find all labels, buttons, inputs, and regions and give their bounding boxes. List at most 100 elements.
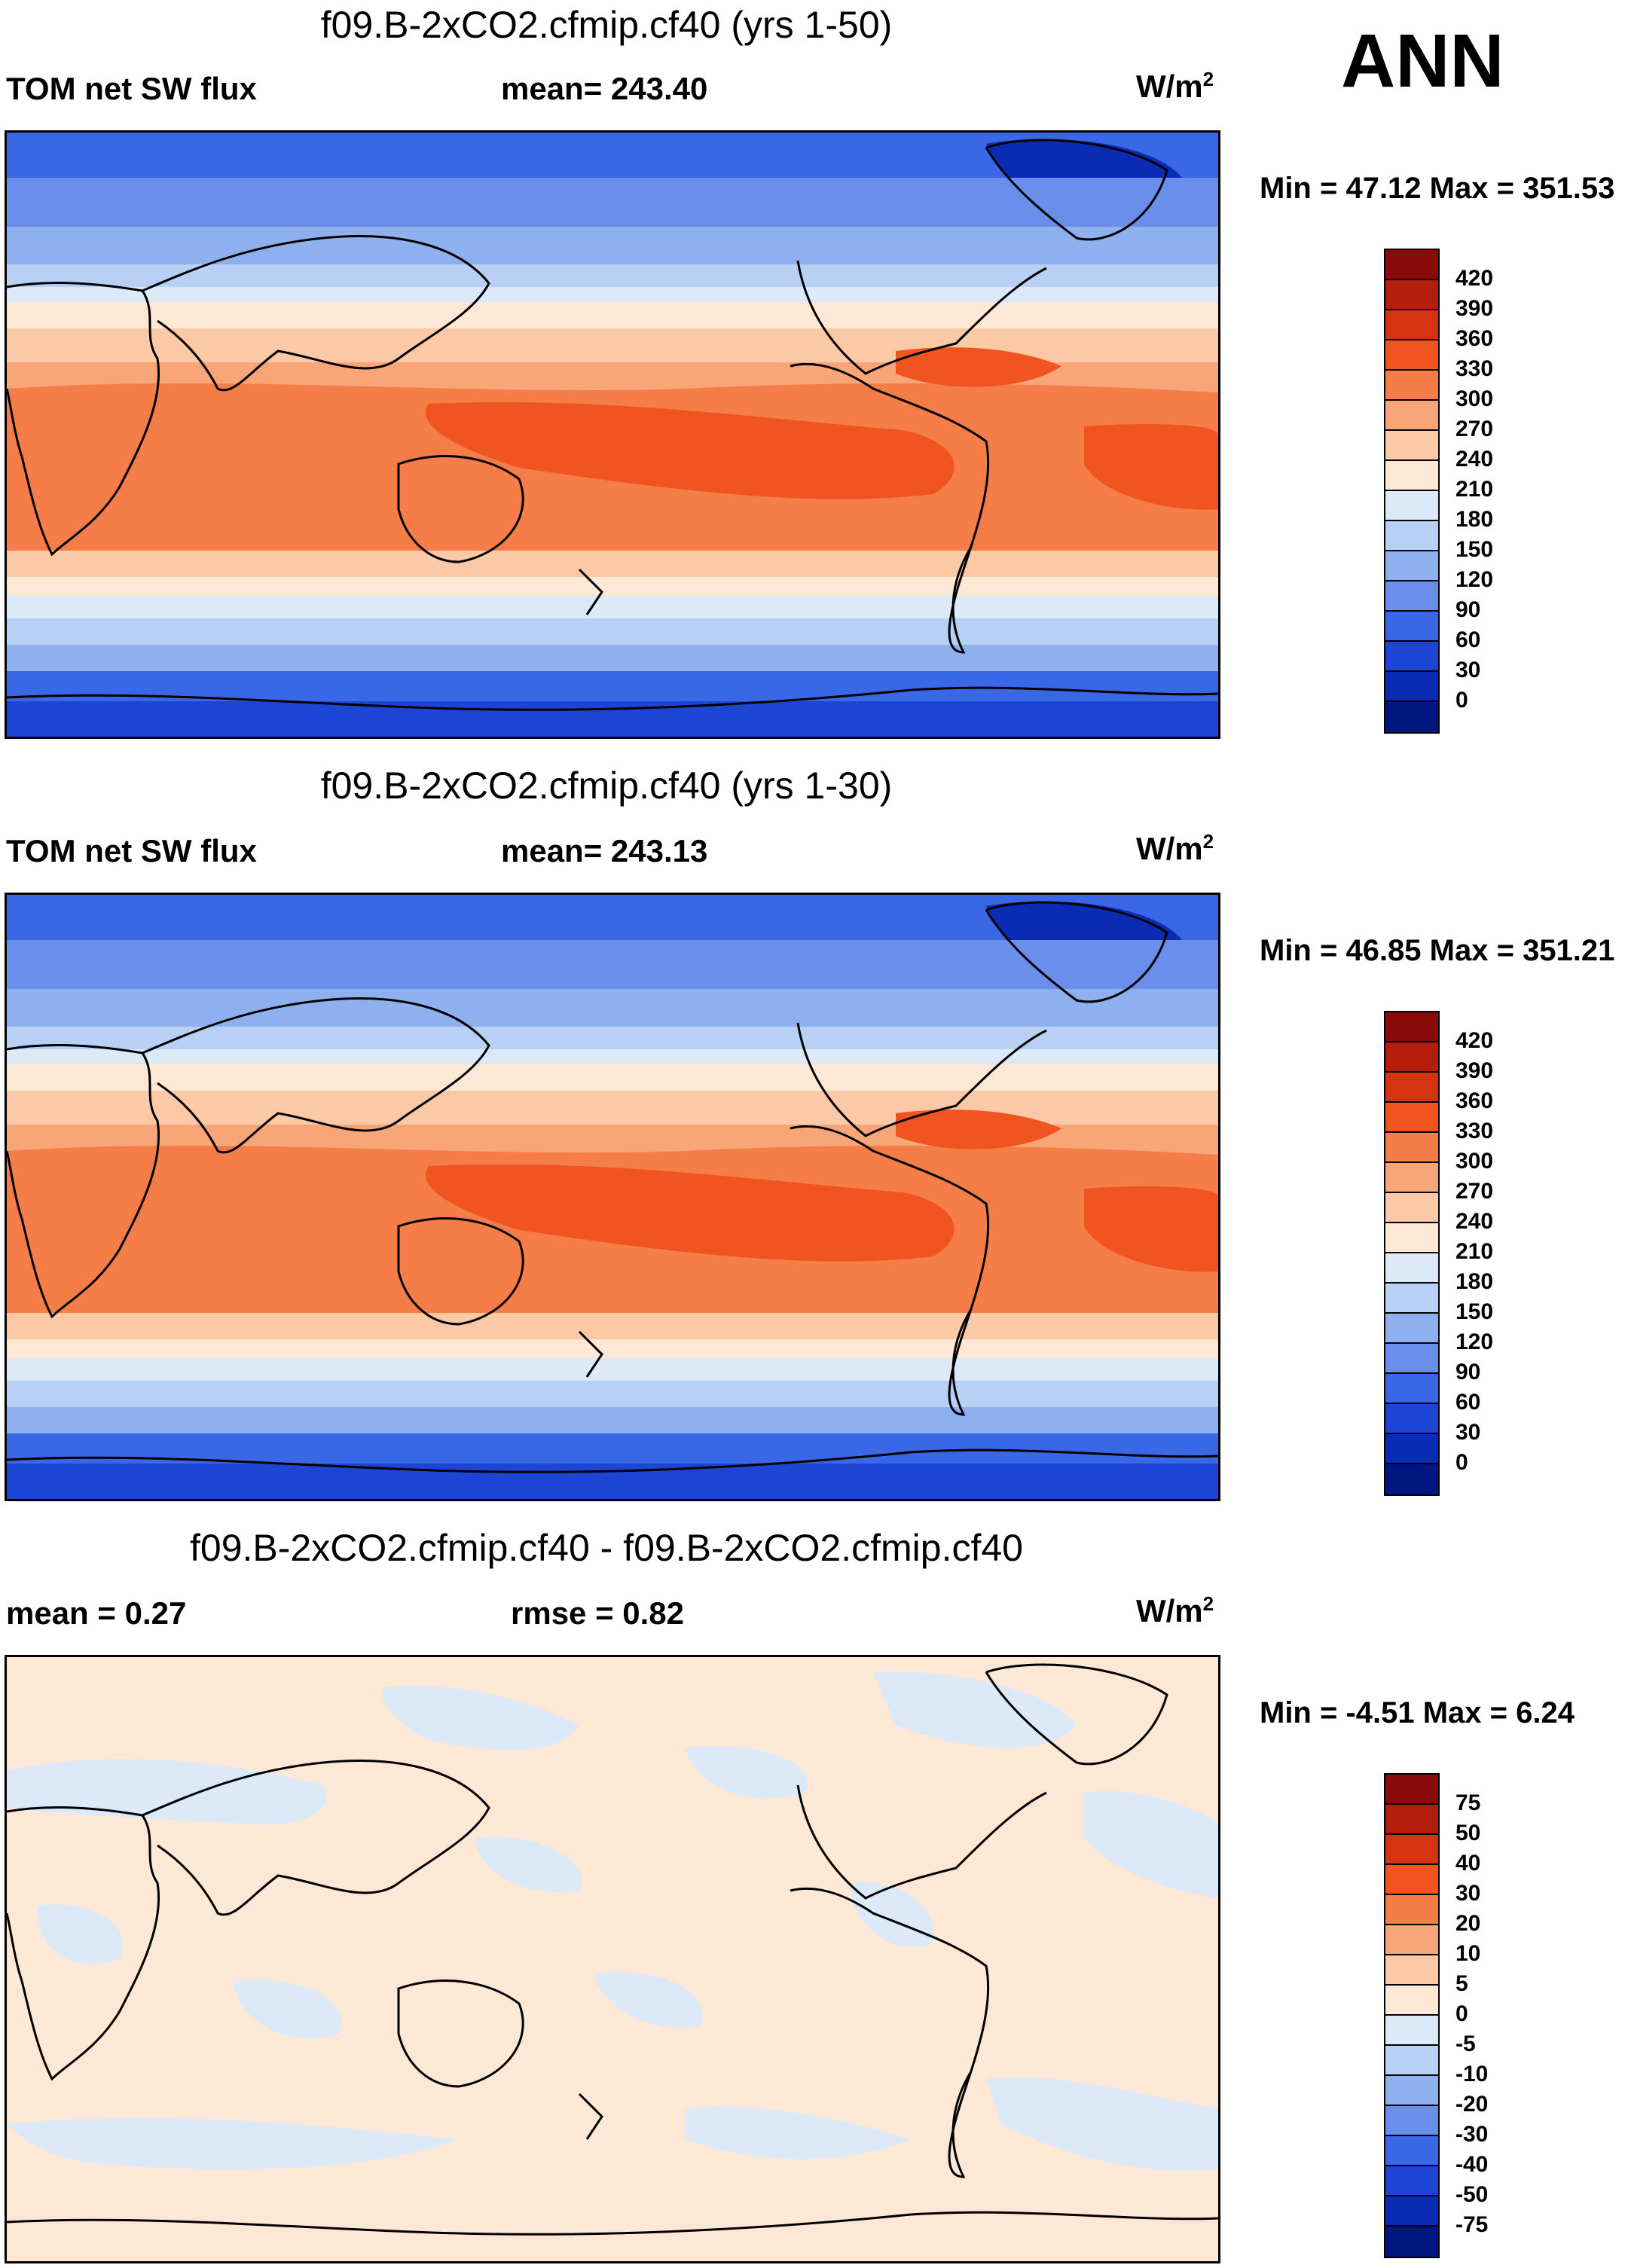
- colorbar-tick-label: 75: [1455, 1790, 1481, 1815]
- colorbar-segment: [1385, 1775, 1438, 1805]
- colorbar-tick-label: 420: [1455, 1028, 1494, 1053]
- panel3-title: f09.B-2xCO2.cfmip.cf40 - f09.B-2xCO2.cfm…: [190, 1527, 1023, 1569]
- colorbar-segment: [1385, 1133, 1438, 1163]
- colorbar-tick-label: 300: [1455, 1149, 1494, 1174]
- panel2-units: W/m2: [1136, 830, 1214, 866]
- colorbar-tick-label: 210: [1455, 1239, 1494, 1264]
- colorbar-segment: [1385, 1042, 1438, 1073]
- panel3-units: W/m2: [1136, 1592, 1214, 1629]
- colorbar-tick-label: -20: [1455, 2092, 1489, 2117]
- colorbar-segment: [1385, 1895, 1438, 1925]
- colorbar-segment: [1385, 521, 1438, 551]
- colorbar-segment: [1385, 2196, 1438, 2227]
- colorbar-tick-label: 180: [1455, 1269, 1494, 1294]
- colorbar-segment: [1385, 461, 1438, 491]
- colorbar-tick-label: 0: [1455, 688, 1468, 713]
- colorbar-segment: [1385, 1284, 1438, 1314]
- colorbar-segment: [1385, 1253, 1438, 1284]
- panel2-map-svg: [7, 895, 1218, 1499]
- colorbar-segment: [1385, 340, 1438, 371]
- colorbar-tick-label: -30: [1455, 2122, 1489, 2147]
- colorbar-segment: [1385, 2046, 1438, 2076]
- colorbar-segment: [1385, 1193, 1438, 1223]
- colorbar-tick-label: 240: [1455, 1209, 1494, 1234]
- colorbar-segment: [1385, 672, 1438, 702]
- colorbar-tick-label: -10: [1455, 2062, 1489, 2086]
- colorbar-tick-label: 50: [1455, 1821, 1481, 1845]
- colorbar-tick-label: 360: [1455, 326, 1494, 351]
- colorbar-segment: [1385, 2166, 1438, 2196]
- colorbar-segment: [1385, 2076, 1438, 2106]
- panel3-map-svg: [7, 1657, 1218, 2261]
- colorbar-tick-label: 90: [1455, 597, 1481, 622]
- colorbar-segment: [1385, 1925, 1438, 1955]
- colorbar-segment: [1385, 551, 1438, 581]
- colorbar-segment: [1385, 2016, 1438, 2046]
- panel2-colorbar: [1384, 1011, 1440, 1496]
- colorbar-segment: [1385, 1314, 1438, 1344]
- colorbar-segment: [1385, 1073, 1438, 1103]
- panel3-map: [5, 1655, 1220, 2263]
- colorbar-tick-label: -5: [1455, 2031, 1476, 2056]
- colorbar-tick-label: 270: [1455, 417, 1494, 441]
- panel2-mean-label: mean= 243.13: [501, 833, 708, 868]
- colorbar-segment: [1385, 1986, 1438, 2016]
- colorbar-tick-label: 390: [1455, 296, 1494, 321]
- panel2-variable-label: TOM net SW flux: [6, 833, 257, 868]
- panel1-minmax: Min = 47.12 Max = 351.53: [1260, 172, 1615, 205]
- colorbar-tick-label: 390: [1455, 1058, 1494, 1083]
- colorbar-tick-label: 0: [1455, 1450, 1468, 1475]
- colorbar-tick-label: 60: [1455, 1390, 1481, 1415]
- colorbar-segment: [1385, 431, 1438, 461]
- colorbar-segment: [1385, 581, 1438, 612]
- panel1-units: W/m2: [1136, 68, 1214, 104]
- panel1-variable-label: TOM net SW flux: [6, 71, 257, 106]
- panel2-map: [5, 893, 1220, 1501]
- colorbar-segment: [1385, 280, 1438, 310]
- colorbar-segment: [1385, 1012, 1438, 1042]
- colorbar-tick-label: 30: [1455, 1881, 1481, 1906]
- colorbar-segment: [1385, 371, 1438, 401]
- panel2-title: f09.B-2xCO2.cfmip.cf40 (yrs 1-30): [320, 765, 893, 807]
- panel3-rmse-label: rmse = 0.82: [511, 1595, 685, 1631]
- colorbar-tick-label: 180: [1455, 507, 1494, 532]
- colorbar-tick-label: 300: [1455, 386, 1494, 411]
- panel1-map: [5, 130, 1220, 739]
- colorbar-tick-label: 90: [1455, 1360, 1481, 1384]
- colorbar-tick-label: 150: [1455, 537, 1494, 562]
- colorbar-segment: [1385, 1805, 1438, 1835]
- colorbar-segment: [1385, 1404, 1438, 1434]
- colorbar-tick-label: -40: [1455, 2152, 1489, 2177]
- colorbar-segment: [1385, 401, 1438, 431]
- colorbar-segment: [1385, 310, 1438, 340]
- colorbar-tick-label: -75: [1455, 2212, 1489, 2237]
- panel1-map-svg: [7, 133, 1218, 737]
- colorbar-tick-label: 30: [1455, 658, 1481, 682]
- season-label: ANN: [1341, 19, 1504, 103]
- colorbar-tick-label: 30: [1455, 1420, 1481, 1445]
- panel2-minmax: Min = 46.85 Max = 351.21: [1260, 934, 1615, 967]
- panel3-colorbar: [1384, 1773, 1440, 2258]
- colorbar-tick-label: 420: [1455, 266, 1494, 291]
- colorbar-segment: [1385, 1835, 1438, 1865]
- colorbar-tick-label: 10: [1455, 1941, 1481, 1966]
- colorbar-tick-label: 5: [1455, 1971, 1468, 1996]
- colorbar-tick-label: 20: [1455, 1911, 1481, 1936]
- colorbar-segment: [1385, 612, 1438, 642]
- colorbar-segment: [1385, 1223, 1438, 1253]
- colorbar-segment: [1385, 1344, 1438, 1374]
- colorbar-segment: [1385, 1374, 1438, 1404]
- colorbar-tick-label: 330: [1455, 1119, 1494, 1143]
- colorbar-segment: [1385, 250, 1438, 280]
- panel1-mean-label: mean= 243.40: [501, 71, 708, 106]
- colorbar-segment: [1385, 2136, 1438, 2166]
- colorbar-tick-label: 330: [1455, 356, 1494, 381]
- colorbar-tick-label: 210: [1455, 477, 1494, 502]
- colorbar-tick-label: 270: [1455, 1179, 1494, 1204]
- colorbar-segment: [1385, 1163, 1438, 1193]
- colorbar-tick-label: 120: [1455, 567, 1494, 592]
- colorbar-tick-label: 0: [1455, 2001, 1468, 2026]
- colorbar-segment: [1385, 1955, 1438, 1986]
- colorbar-tick-label: 60: [1455, 627, 1481, 652]
- colorbar-segment: [1385, 1434, 1438, 1464]
